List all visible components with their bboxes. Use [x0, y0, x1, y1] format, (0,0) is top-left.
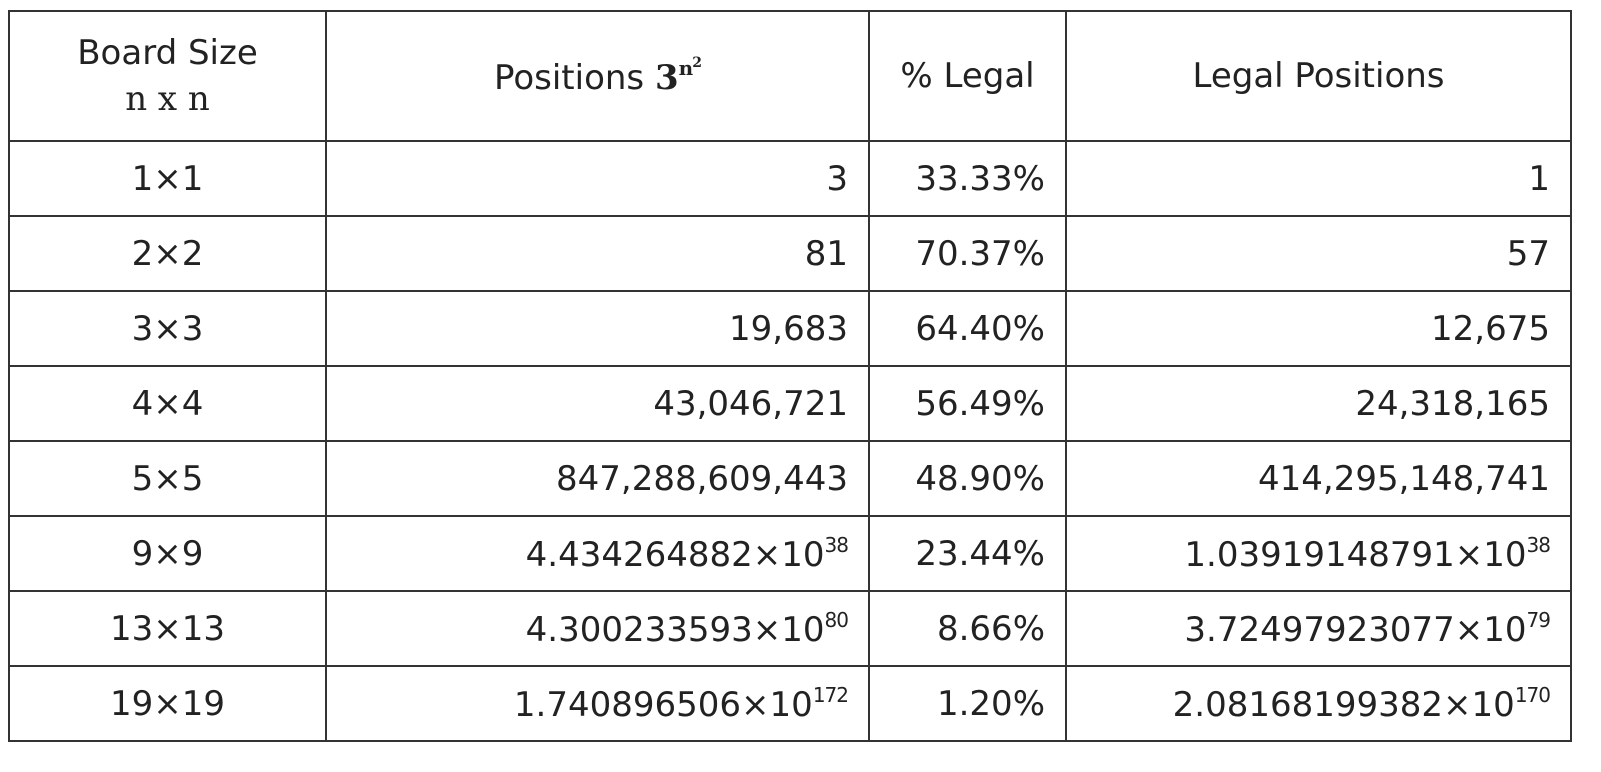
table-body: 1×1 3 33.33% 1 2×2 81 70.37% 57 3×3 19,683 64.40% 1…	[8, 140, 1572, 742]
header-row: Board Size n x n Positions 3n2 % Legal L…	[8, 10, 1572, 142]
cell-mantissa: 4.434264882×10	[525, 534, 825, 575]
table-cell: 847,288,609,443	[325, 440, 870, 517]
table-cell: 1.03919148791×1038	[1065, 515, 1572, 592]
table-row: 5×5 847,288,609,443 48.90% 414,295,148,741	[8, 440, 1572, 517]
table-cell: 1×1	[8, 140, 327, 217]
cell-exponent: 38	[1526, 532, 1551, 557]
header-cell: Positions 3n2	[325, 10, 870, 142]
cell-mantissa: 1.03919148791×10	[1184, 534, 1527, 575]
table-cell: 64.40%	[868, 290, 1067, 367]
table-cell: 56.49%	[868, 365, 1067, 442]
header-text: Board Size	[77, 33, 258, 73]
cell-exponent: 80	[824, 607, 849, 632]
header-cell: Board Size n x n	[8, 10, 327, 142]
table-cell: 8.66%	[868, 590, 1067, 667]
table-cell: 19,683	[325, 290, 870, 367]
cell-mantissa: 1.740896506×10	[513, 684, 813, 725]
go-positions-table: Board Size n x n Positions 3n2 % Legal L…	[8, 10, 1572, 742]
header-math-exp: n2	[678, 54, 702, 80]
cell-mantissa: 2.08168199382×10	[1172, 684, 1515, 725]
table-cell: 81	[325, 215, 870, 292]
cell-mantissa: 4.300233593×10	[525, 609, 825, 650]
table-row: 13×13 4.300233593×1080 8.66% 3.72497923077×…	[8, 590, 1572, 667]
cell-exponent: 172	[812, 682, 849, 707]
table-cell: 4.300233593×1080	[325, 590, 870, 667]
header-math-base: 3	[654, 57, 679, 98]
table-cell: 414,295,148,741	[1065, 440, 1572, 517]
header-math-exp-n: n	[678, 55, 694, 80]
table-cell: 9×9	[8, 515, 327, 592]
table-cell: 1.740896506×10172	[325, 665, 870, 742]
table-cell: 43,046,721	[325, 365, 870, 442]
table-row: 1×1 3 33.33% 1	[8, 140, 1572, 217]
table-cell: 13×13	[8, 590, 327, 667]
table-cell: 33.33%	[868, 140, 1067, 217]
cell-mantissa: 3.72497923077×10	[1184, 609, 1527, 650]
table-cell: 2×2	[8, 215, 327, 292]
table-cell: 3	[325, 140, 870, 217]
table-cell: 5×5	[8, 440, 327, 517]
table-cell: 3.72497923077×1079	[1065, 590, 1572, 667]
table-row: 3×3 19,683 64.40% 12,675	[8, 290, 1572, 367]
table-cell: 48.90%	[868, 440, 1067, 517]
table-cell: 1	[1065, 140, 1572, 217]
header-text: Positions	[494, 57, 645, 98]
table-cell: 1.20%	[868, 665, 1067, 742]
cell-exponent: 170	[1514, 682, 1551, 707]
table-row: 4×4 43,046,721 56.49% 24,318,165	[8, 365, 1572, 442]
table-cell: 2.08168199382×10170	[1065, 665, 1572, 742]
table-cell: 70.37%	[868, 215, 1067, 292]
table-cell: 57	[1065, 215, 1572, 292]
table-cell: 3×3	[8, 290, 327, 367]
header-math-exp-2: 2	[692, 54, 702, 71]
table-cell: 4.434264882×1038	[325, 515, 870, 592]
table-cell: 4×4	[8, 365, 327, 442]
header-cell: % Legal	[868, 10, 1067, 142]
table-cell: 23.44%	[868, 515, 1067, 592]
table-cell: 24,318,165	[1065, 365, 1572, 442]
table-row: 9×9 4.434264882×1038 23.44% 1.03919148791×1…	[8, 515, 1572, 592]
table-cell: 12,675	[1065, 290, 1572, 367]
header-cell: Legal Positions	[1065, 10, 1572, 142]
cell-exponent: 38	[824, 532, 849, 557]
table-row: 19×19 1.740896506×10172 1.20% 2.08168199382…	[8, 665, 1572, 742]
table-cell: 19×19	[8, 665, 327, 742]
cell-exponent: 79	[1526, 607, 1551, 632]
header-subtext: n x n	[125, 79, 210, 119]
table-row: 2×2 81 70.37% 57	[8, 215, 1572, 292]
